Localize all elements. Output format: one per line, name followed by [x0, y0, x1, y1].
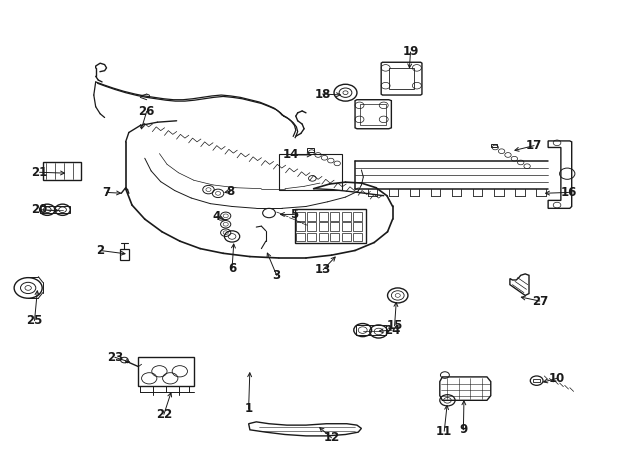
- Text: 10: 10: [549, 372, 565, 385]
- Bar: [307, 148, 314, 152]
- Bar: [319, 233, 328, 241]
- Bar: [307, 212, 316, 220]
- Text: 25: 25: [26, 314, 43, 327]
- Text: 16: 16: [561, 186, 577, 199]
- Bar: [278, 154, 342, 190]
- Text: 22: 22: [156, 408, 172, 421]
- Bar: [120, 249, 129, 260]
- Bar: [353, 212, 362, 220]
- Bar: [296, 212, 305, 220]
- Text: 14: 14: [283, 148, 300, 162]
- Text: 26: 26: [138, 105, 155, 118]
- Text: 2: 2: [96, 244, 104, 257]
- Bar: [296, 222, 305, 231]
- Bar: [330, 233, 339, 241]
- Text: 6: 6: [228, 262, 236, 275]
- Bar: [356, 325, 386, 335]
- Text: 3: 3: [273, 269, 281, 282]
- Bar: [296, 233, 305, 241]
- Bar: [342, 233, 351, 241]
- Text: 21: 21: [31, 166, 48, 179]
- Bar: [307, 222, 316, 231]
- Text: 1: 1: [244, 402, 253, 415]
- Bar: [360, 104, 387, 125]
- Bar: [307, 233, 316, 241]
- Text: 23: 23: [107, 351, 123, 364]
- Text: 5: 5: [291, 208, 299, 221]
- Text: 9: 9: [460, 423, 467, 436]
- Bar: [319, 212, 328, 220]
- Text: 19: 19: [403, 46, 419, 58]
- Bar: [294, 209, 366, 243]
- Text: 12: 12: [323, 431, 340, 444]
- Bar: [319, 222, 328, 231]
- Text: 17: 17: [526, 139, 542, 152]
- Bar: [353, 222, 362, 231]
- Bar: [491, 144, 497, 147]
- Bar: [534, 379, 540, 382]
- Text: 13: 13: [315, 263, 332, 276]
- Text: 7: 7: [102, 186, 111, 199]
- Text: 15: 15: [387, 319, 403, 333]
- Bar: [43, 162, 81, 180]
- Text: 8: 8: [227, 185, 235, 197]
- Text: 20: 20: [31, 203, 48, 216]
- Text: 27: 27: [532, 294, 548, 308]
- Bar: [342, 212, 351, 220]
- Bar: [389, 68, 414, 89]
- Bar: [342, 222, 351, 231]
- Bar: [138, 357, 195, 386]
- Bar: [40, 206, 70, 213]
- Text: 24: 24: [384, 324, 400, 337]
- Text: 18: 18: [314, 88, 331, 101]
- Text: 11: 11: [436, 425, 452, 438]
- Bar: [330, 222, 339, 231]
- Bar: [353, 233, 362, 241]
- Bar: [330, 212, 339, 220]
- Text: 4: 4: [212, 210, 221, 223]
